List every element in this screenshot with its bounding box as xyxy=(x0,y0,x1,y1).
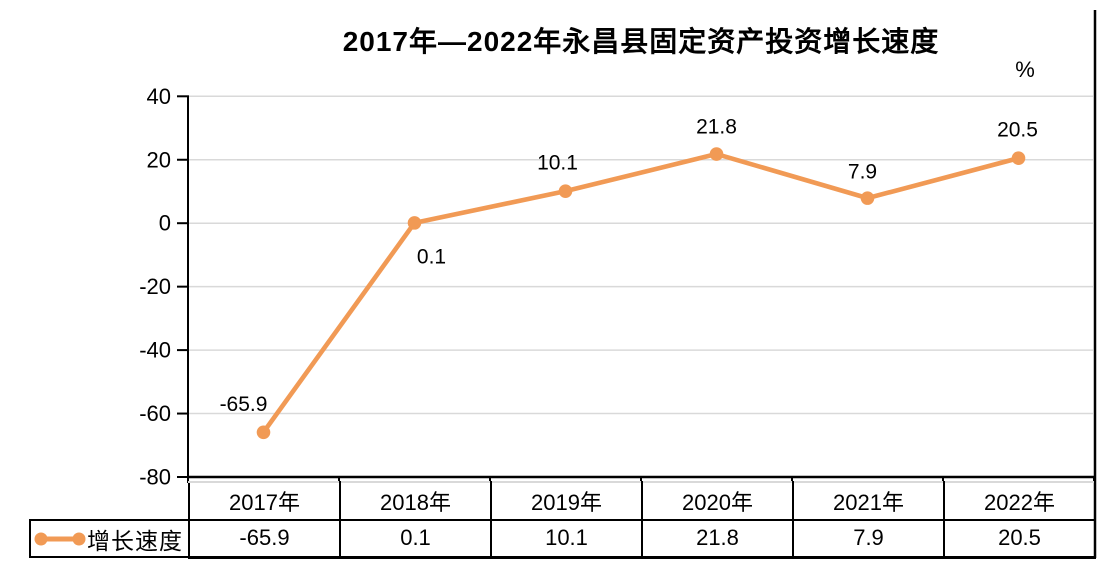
y-axis-tick-label: -40 xyxy=(139,338,171,363)
legend: 增长速度 xyxy=(29,519,190,558)
table-value-cell: 21.8 xyxy=(641,519,794,559)
y-axis-tick-label: -60 xyxy=(139,401,171,426)
data-point-marker xyxy=(256,425,271,440)
series-line xyxy=(261,151,1021,435)
table-header-cell: 2022年 xyxy=(943,481,1096,521)
data-point-label: -65.9 xyxy=(220,393,268,416)
table-header-cell: 2019年 xyxy=(490,481,643,521)
data-table: 2017年 2018年 2019年 2020年 2021年 2022年 -65.9 0.1 1… xyxy=(188,481,1096,559)
table-value-row: -65.9 0.1 10.1 21.8 7.9 20.5 xyxy=(188,519,1096,559)
y-axis-tick-label: 40 xyxy=(147,84,171,109)
table-value-cell: 7.9 xyxy=(792,519,945,559)
data-point-marker xyxy=(1011,151,1026,165)
data-point-label: 7.9 xyxy=(848,161,877,184)
data-point-label: 10.1 xyxy=(537,152,578,175)
table-header-cell: 2018年 xyxy=(339,481,492,521)
data-point-marker xyxy=(407,216,422,230)
data-point-label: 20.5 xyxy=(997,119,1038,142)
table-value-cell: 20.5 xyxy=(943,519,1096,559)
data-point-label: 0.1 xyxy=(417,245,446,268)
data-point-marker xyxy=(709,147,724,161)
y-axis-tick-label: 20 xyxy=(147,147,171,172)
legend-series-marker-icon xyxy=(34,532,86,545)
table-value-cell: 10.1 xyxy=(490,519,643,559)
y-axis-unit-label: % xyxy=(1015,57,1035,82)
table-header-cell: 2020年 xyxy=(641,481,794,521)
y-axis-tick-label: -80 xyxy=(139,465,171,490)
table-header-cell: 2021年 xyxy=(792,481,945,521)
data-point-label: 21.8 xyxy=(696,116,737,139)
table-value-cell: -65.9 xyxy=(188,519,341,559)
data-point-marker xyxy=(558,184,573,198)
legend-series-label: 增长速度 xyxy=(87,527,183,554)
table-header-row: 2017年 2018年 2019年 2020年 2021年 2022年 xyxy=(188,481,1096,521)
y-axis-tick-label: -20 xyxy=(139,274,171,299)
table-value-cell: 0.1 xyxy=(339,519,492,559)
table-header-cell: 2017年 xyxy=(188,481,341,521)
data-point-marker xyxy=(860,191,875,205)
chart-title: 2017年—2022年永昌县固定资产投资增长速度 xyxy=(342,26,940,57)
y-axis-tick-label: 0 xyxy=(159,211,171,236)
